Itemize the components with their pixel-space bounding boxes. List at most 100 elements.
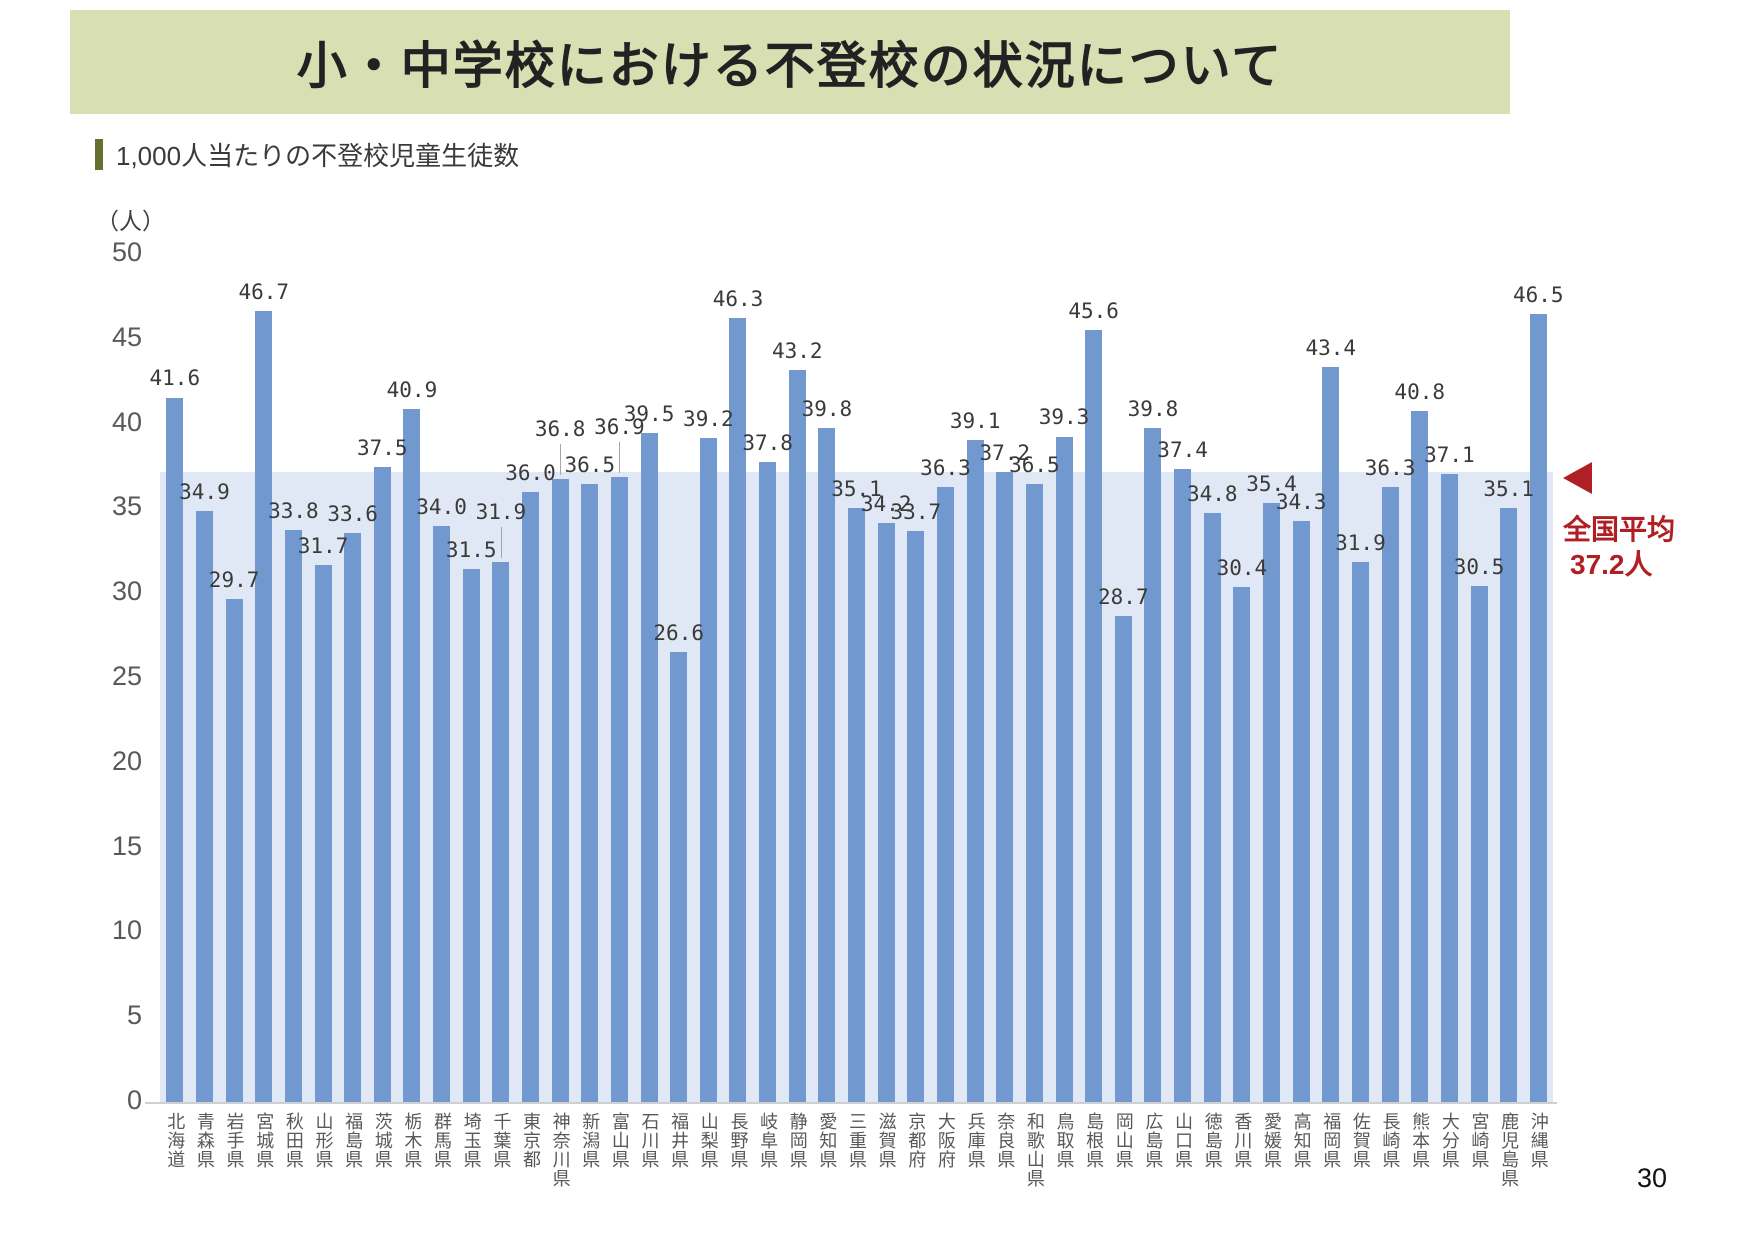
bar-slot: 29.7 bbox=[209, 255, 259, 1103]
x-axis-label: 宮崎県 bbox=[1464, 1112, 1494, 1188]
bar-value-label: 43.4 bbox=[1305, 335, 1357, 360]
bar bbox=[284, 529, 302, 1103]
prefecture-name: 山形県 bbox=[313, 1112, 334, 1169]
bar-slot: 34.9 bbox=[179, 255, 230, 1103]
prefecture-name: 千葉県 bbox=[491, 1112, 512, 1169]
bar-value-label: 28.7 bbox=[1098, 585, 1149, 610]
x-axis-label: 大分県 bbox=[1435, 1112, 1465, 1188]
y-axis-tick: 5 bbox=[126, 1000, 142, 1031]
bar-slot: 26.6 bbox=[653, 255, 704, 1103]
x-axis-label: 大阪府 bbox=[931, 1112, 961, 1188]
bar-slot: 45.6 bbox=[1068, 255, 1119, 1103]
bar-value-label: 26.6 bbox=[653, 620, 704, 645]
national-average-annotation: 全国平均 37.2人 bbox=[1563, 512, 1675, 582]
bar-value-label: 39.1 bbox=[949, 408, 1001, 433]
x-axis-label: 和歌山県 bbox=[1020, 1112, 1050, 1188]
bar-value-label: 36.3 bbox=[1364, 456, 1416, 481]
bar-value-label: 34.9 bbox=[179, 480, 230, 505]
bar-slot: 39.3 bbox=[1039, 255, 1089, 1103]
bar bbox=[1411, 411, 1429, 1103]
bar-slot: 39.2 bbox=[683, 255, 734, 1103]
bar-slot: 31.9 bbox=[476, 255, 526, 1103]
bar-slot: 35.4 bbox=[1246, 255, 1297, 1103]
bar-slot: 36.0 bbox=[505, 255, 556, 1103]
x-axis-label: 茨城県 bbox=[367, 1112, 397, 1188]
bar-slot: 36.9 bbox=[594, 255, 645, 1103]
slide-title: 小・中学校における不登校の状況について bbox=[296, 38, 1284, 94]
bar-value-label: 36.5 bbox=[564, 452, 616, 477]
bar bbox=[551, 478, 569, 1103]
x-axis-label: 兵庫県 bbox=[960, 1112, 990, 1188]
x-axis-label: 宮城県 bbox=[249, 1112, 279, 1188]
bar-slot: 31.5 bbox=[446, 255, 497, 1103]
bar-slot: 30.5 bbox=[1454, 255, 1504, 1103]
bar-slot: 33.6 bbox=[327, 255, 378, 1103]
bar-slot: 40.9 bbox=[387, 255, 437, 1103]
prefecture-name: 佐賀県 bbox=[1350, 1112, 1371, 1169]
label-leader-line bbox=[560, 443, 562, 475]
prefecture-name: 山口県 bbox=[1173, 1112, 1194, 1169]
bar bbox=[936, 487, 954, 1103]
bar-value-label: 37.1 bbox=[1424, 442, 1475, 467]
bar bbox=[1470, 585, 1488, 1103]
bar-slot: 39.5 bbox=[624, 255, 674, 1103]
bar-value-label: 31.5 bbox=[445, 537, 497, 562]
x-axis-label: 鳥取県 bbox=[1049, 1112, 1079, 1188]
bar-slot: 37.5 bbox=[357, 255, 408, 1103]
bar-value-label: 46.7 bbox=[238, 279, 290, 304]
bar bbox=[759, 461, 777, 1103]
prefecture-name: 福井県 bbox=[669, 1112, 690, 1169]
x-axis-label: 石川県 bbox=[634, 1112, 664, 1188]
prefecture-name: 熊本県 bbox=[1410, 1112, 1431, 1169]
x-axis-label: 山口県 bbox=[1168, 1112, 1198, 1188]
bar-value-label: 46.5 bbox=[1512, 283, 1564, 308]
page-number: 30 bbox=[1637, 1163, 1668, 1193]
x-axis-label: 香川県 bbox=[1227, 1112, 1257, 1188]
bar bbox=[1292, 521, 1310, 1103]
prefecture-name: 鹿児島県 bbox=[1499, 1112, 1520, 1188]
bar-value-label: 39.2 bbox=[683, 407, 734, 432]
prefecture-name: 青森県 bbox=[194, 1112, 215, 1169]
prefecture-name: 香川県 bbox=[1232, 1112, 1253, 1169]
bar-slot: 34.2 bbox=[861, 255, 911, 1103]
bar bbox=[670, 651, 688, 1103]
x-axis-label: 福岡県 bbox=[1316, 1112, 1346, 1188]
y-axis-tick: 0 bbox=[126, 1085, 142, 1115]
prefecture-name: 神奈川県 bbox=[550, 1112, 571, 1188]
label-leader-line bbox=[619, 442, 621, 474]
bar-slot: 34.0 bbox=[416, 255, 467, 1103]
label-leader-line bbox=[500, 526, 502, 558]
x-axis-label: 岡山県 bbox=[1109, 1112, 1139, 1188]
bar-slot: 33.7 bbox=[891, 255, 941, 1103]
bar-value-label: 33.7 bbox=[890, 500, 942, 525]
chart-subtitle: 1,000人当たりの不登校児童生徒数 bbox=[95, 136, 519, 173]
bar bbox=[996, 472, 1014, 1103]
bar-value-label: 31.7 bbox=[297, 534, 349, 559]
bar bbox=[877, 523, 895, 1103]
bar-slot: 35.1 bbox=[831, 255, 882, 1103]
bar-slot: 37.2 bbox=[979, 255, 1030, 1103]
bar bbox=[1233, 587, 1251, 1103]
y-axis-tick: 30 bbox=[111, 576, 142, 607]
bar bbox=[1025, 484, 1043, 1103]
bar-value-label: 36.5 bbox=[1009, 452, 1060, 477]
prefecture-name: 和歌山県 bbox=[1024, 1112, 1045, 1188]
x-axis-label: 山形県 bbox=[308, 1112, 338, 1188]
prefecture-name: 新潟県 bbox=[580, 1112, 601, 1169]
x-axis-labels: 北海道 青森県 岩手県 宮城県 秋田県 山形県 福島県 茨城県 栃木県 群馬県 埼玉県 千葉県 東京都神… bbox=[160, 1112, 1553, 1188]
bar-value-label: 39.3 bbox=[1038, 405, 1090, 430]
prefecture-name: 秋田県 bbox=[283, 1112, 304, 1169]
y-axis-tick: 45 bbox=[111, 321, 142, 352]
bar-slot: 36.3 bbox=[1365, 255, 1415, 1103]
prefecture-name: 北海道 bbox=[165, 1112, 186, 1169]
bar-slot: 34.3 bbox=[1276, 255, 1326, 1103]
bar-value-label: 34.3 bbox=[1275, 490, 1327, 515]
x-axis-label: 千葉県 bbox=[486, 1112, 516, 1188]
bar bbox=[966, 439, 984, 1103]
bar-slot: 36.3 bbox=[920, 255, 971, 1103]
bar bbox=[1263, 502, 1281, 1103]
bar-value-label: 36.0 bbox=[505, 461, 556, 486]
bar bbox=[403, 409, 421, 1103]
prefecture-name: 長野県 bbox=[728, 1112, 749, 1169]
bar bbox=[344, 533, 362, 1103]
